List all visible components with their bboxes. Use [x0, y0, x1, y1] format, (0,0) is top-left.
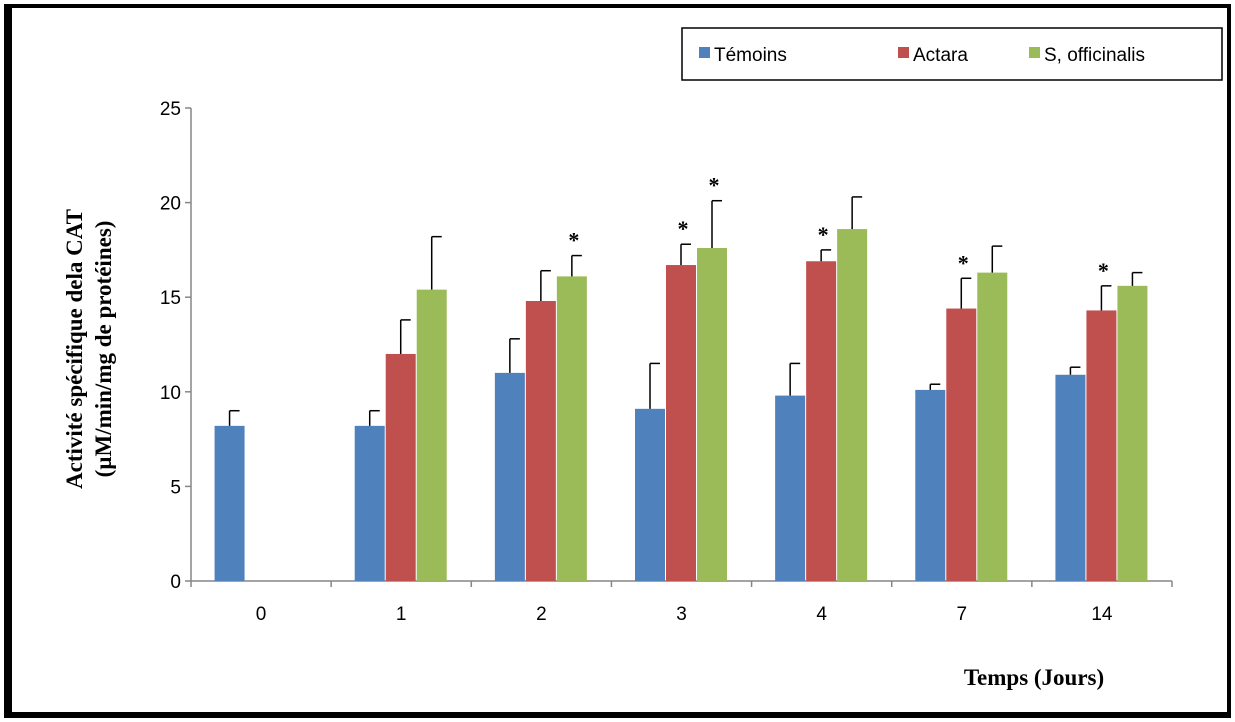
bar [1086, 310, 1117, 581]
x-tick-label: 2 [536, 604, 547, 625]
bar [556, 276, 587, 581]
x-tick-label: 7 [956, 604, 967, 625]
bar [775, 395, 806, 581]
significance-star: * [1098, 258, 1109, 283]
significance-marks: * * * * * * [568, 173, 1109, 283]
y-tick-label: 0 [170, 572, 181, 593]
chart-frame [4, 4, 1231, 718]
x-axis-title: Temps (Jours) [964, 665, 1104, 690]
bar [666, 265, 696, 581]
bar [946, 308, 977, 581]
significance-star: * [818, 222, 829, 247]
bar [385, 353, 416, 581]
y-tick-label: 5 [170, 477, 181, 498]
y-ticks: 0 5 10 15 20 25 [160, 99, 191, 593]
legend: Témoins Actara S, officinalis [681, 27, 1223, 81]
x-tick-label: 4 [816, 604, 827, 625]
legend-box [681, 27, 1223, 81]
bar [525, 300, 556, 581]
y-tick-label: 10 [160, 383, 181, 404]
bar [977, 272, 1008, 581]
x-tick-label: 1 [396, 604, 407, 625]
y-axis-title-line1: Activité spécifique dela CAT [62, 209, 87, 489]
significance-star: * [709, 173, 720, 198]
x-tick-label: 0 [256, 604, 267, 625]
bar [915, 389, 946, 581]
bar [1055, 374, 1086, 581]
bar [697, 248, 727, 581]
bar [416, 289, 447, 581]
legend-swatch-s-officinalis [1029, 47, 1040, 58]
bar [1117, 285, 1148, 581]
legend-label-actara: Actara [913, 45, 968, 66]
significance-star: * [678, 216, 689, 241]
legend-swatch-actara [898, 47, 909, 58]
legend-swatch-temoins [699, 47, 710, 58]
y-axis-title-line2: (µM/min/mg de protéines) [91, 221, 116, 478]
bar [214, 425, 245, 581]
bars [214, 229, 1148, 581]
error-bars [228, 196, 1143, 426]
bar [635, 408, 665, 581]
x-ticks: 0 1 2 3 4 7 14 [190, 581, 1173, 625]
x-tick-label: 3 [676, 604, 687, 625]
significance-star: * [958, 250, 969, 275]
y-tick-label: 25 [160, 99, 181, 120]
bar [494, 372, 525, 581]
significance-star: * [568, 228, 579, 253]
legend-label-s-officinalis: S, officinalis [1044, 45, 1145, 66]
y-tick-label: 20 [160, 194, 181, 215]
y-tick-label: 15 [160, 288, 181, 309]
bar [837, 229, 868, 581]
x-tick-label: 14 [1091, 604, 1113, 625]
legend-label-temoins: Témoins [714, 45, 787, 66]
bar [354, 425, 385, 581]
bar [806, 261, 837, 581]
